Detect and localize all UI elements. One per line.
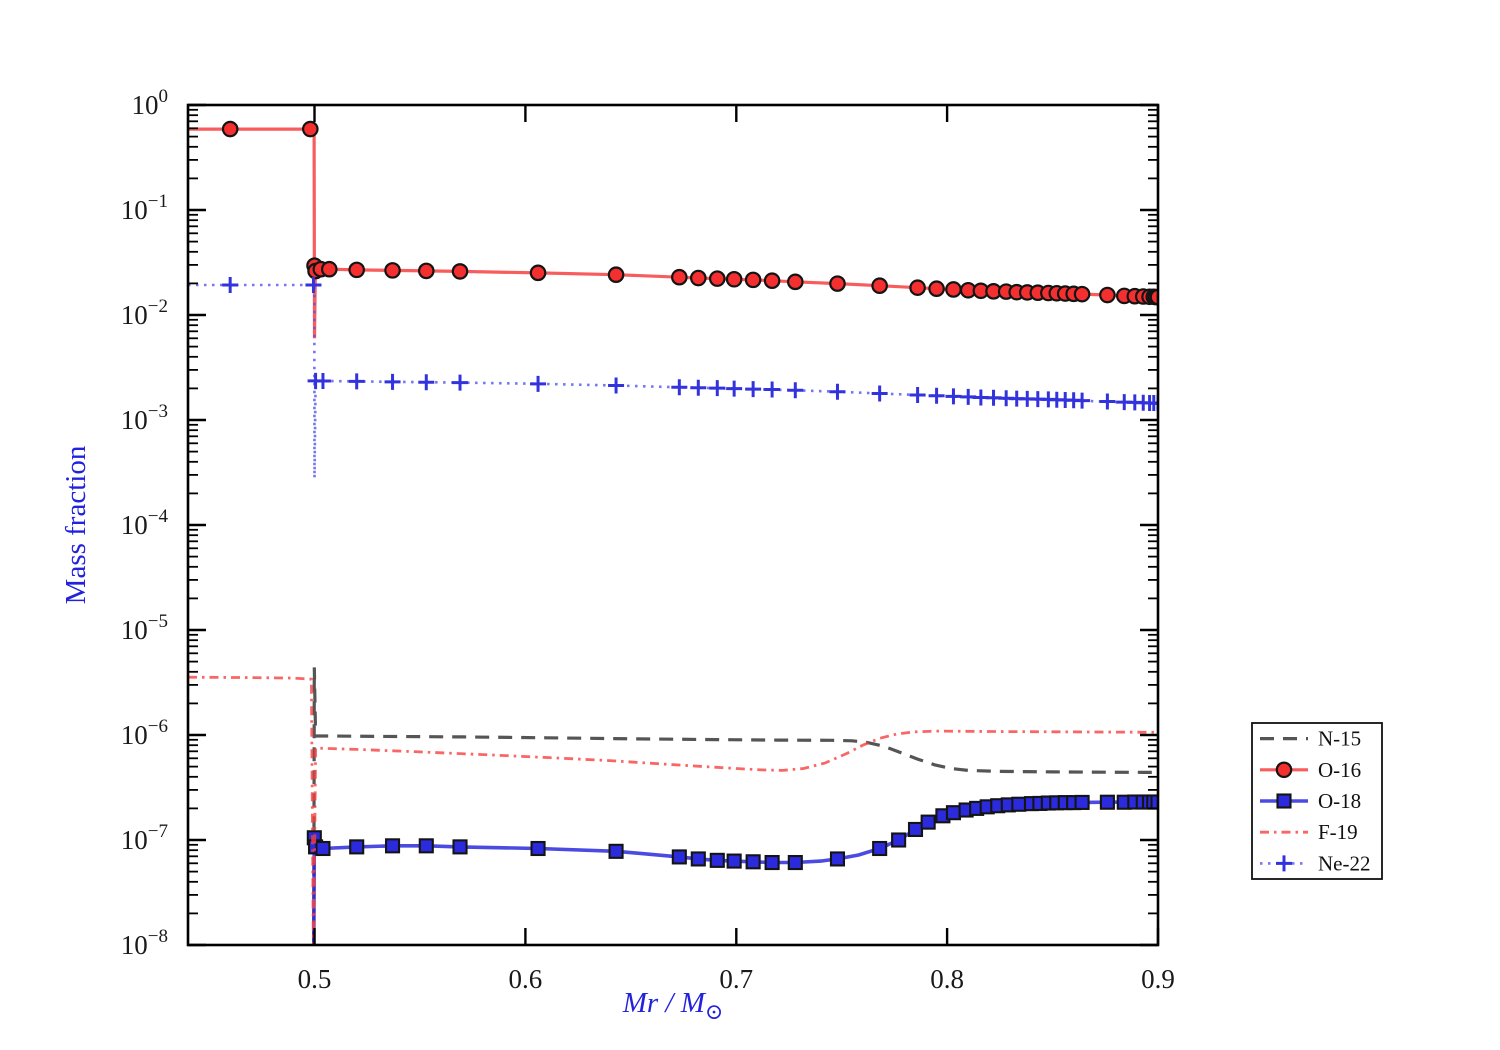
legend-entry-o-18: O-18	[1260, 789, 1361, 813]
y-axis-label: Mass fraction	[60, 445, 92, 604]
legend-label-o-16: O-16	[1318, 758, 1361, 782]
y-tick-label-1e−5: 10−5	[121, 611, 168, 645]
x-tick-label-0.5: 0.5	[298, 964, 332, 994]
y-tick-label-1e−1: 10−1	[121, 191, 168, 225]
x-tick-label-0.8: 0.8	[930, 964, 964, 994]
series-markers-ne-22	[222, 277, 1158, 412]
series-line-n-15	[312, 667, 1158, 945]
legend-label-ne-22: Ne-22	[1318, 851, 1370, 875]
y-tick-label-1e−6: 10−6	[121, 716, 168, 750]
series-markers-o-18	[306, 794, 1158, 871]
x-tick-label-0.7: 0.7	[719, 964, 753, 994]
y-tick-label-1e−4: 10−4	[121, 506, 169, 540]
x-tick-label-0.9: 0.9	[1141, 964, 1175, 994]
series-line-f-19	[188, 675, 1158, 945]
y-tick-label-1e−3: 10−3	[121, 401, 168, 435]
series-markers-o-16	[221, 120, 1158, 306]
legend-entry-ne-22: Ne-22	[1260, 851, 1370, 875]
legend-label-n-15: N-15	[1318, 727, 1361, 751]
y-tick-label-1e−8: 10−8	[121, 926, 168, 960]
legend-label-o-18: O-18	[1318, 789, 1361, 813]
x-tick-label-0.6: 0.6	[509, 964, 543, 994]
legend-entry-o-16: O-16	[1260, 758, 1361, 782]
axis-ticks	[188, 103, 1160, 947]
legend-entry-n-15: N-15	[1260, 727, 1361, 751]
x-axis-label: Mr / M⊙	[622, 987, 724, 1024]
y-tick-label-1e0: 100	[132, 86, 169, 120]
legend-entry-f-19: F-19	[1260, 820, 1358, 844]
y-tick-label-1e−2: 10−2	[121, 296, 168, 330]
y-tick-label-1e−7: 10−7	[121, 821, 168, 855]
legend-label-f-19: F-19	[1318, 820, 1358, 844]
